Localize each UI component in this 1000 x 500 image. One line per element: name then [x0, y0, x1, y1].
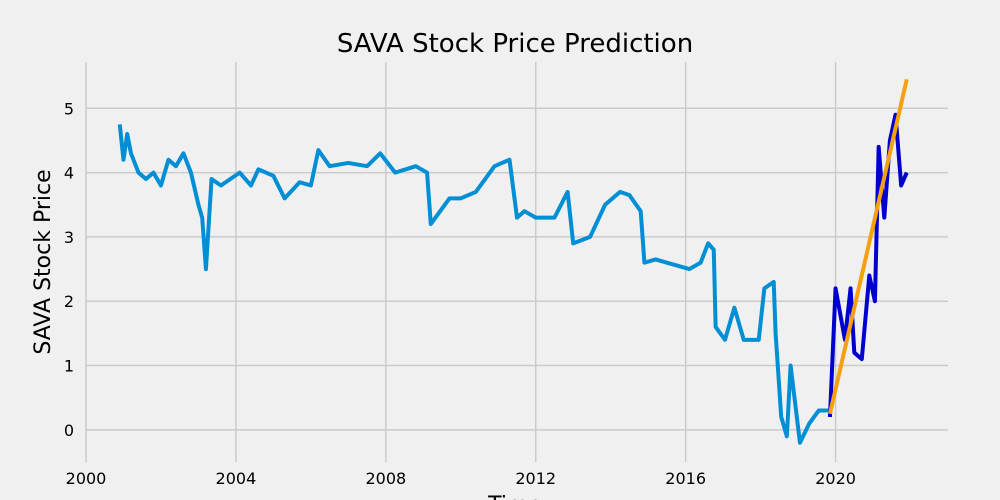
y-tick-label: 3	[64, 228, 74, 247]
chart-title: SAVA Stock Price Prediction	[337, 29, 693, 59]
x-tick-label: 2008	[365, 469, 406, 488]
y-tick-label: 5	[64, 99, 74, 118]
y-tick-label: 0	[64, 421, 74, 440]
x-tick-label: 2004	[216, 469, 257, 488]
series-line	[827, 112, 909, 418]
y-tick-label: 4	[64, 164, 74, 183]
y-tick-label: 1	[64, 357, 74, 376]
series-line	[827, 78, 909, 415]
y-tick-label: 2	[64, 292, 74, 311]
y-axis-label: SAVA Stock Price	[31, 169, 56, 354]
x-tick-label: 2016	[665, 469, 706, 488]
series-line	[117, 124, 830, 445]
x-tick-label: 2012	[515, 469, 556, 488]
x-axis-label: Time	[487, 493, 542, 500]
x-tick-label: 2000	[66, 469, 107, 488]
x-tick-label: 2020	[815, 469, 856, 488]
